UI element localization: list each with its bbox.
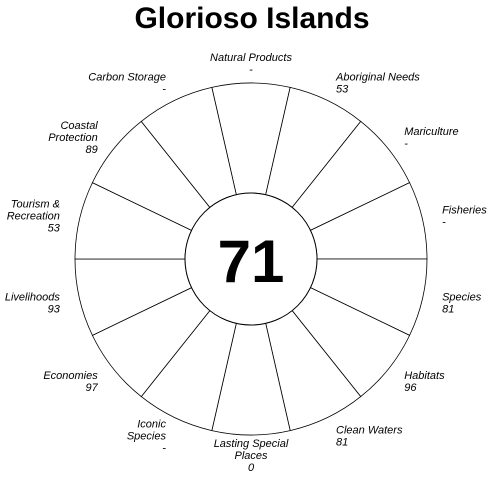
petal-value-natural-products: - [249,64,253,76]
petal-label-clean-waters: Clean Waters [336,425,403,437]
petal-value-economies: 97 [86,382,99,394]
petal-value-livelihoods: 93 [48,304,61,316]
petal-label-iconic-species: Iconic [137,419,166,431]
petal-label-fisheries: Fisheries [442,204,487,216]
petal-label-coastal-protection: Protection [48,132,98,144]
petal-label-lasting-special-places: Places [234,450,268,462]
petal-borders [74,82,428,436]
petal-value-lasting-special-places: 0 [248,462,255,474]
petal-label-aboriginal-needs: Aboriginal Needs [335,71,420,83]
petal-label-natural-products: Natural Products [210,52,292,64]
petal-value-tourism-and-recreation: 53 [48,222,61,234]
petal-label-tourism-and-recreation: Tourism & [11,198,60,210]
petal-value-habitats: 96 [404,382,417,394]
petal-value-iconic-species: - [162,443,166,455]
petal-labels: Natural Products-Aboriginal Needs53Maric… [5,52,487,474]
petal-label-mariculture: Mariculture [404,126,458,138]
petal-label-iconic-species: Species [127,431,167,443]
petal-value-fisheries: - [442,216,446,228]
petal-label-carbon-storage: Carbon Storage [88,71,166,83]
petal-label-lasting-special-places: Lasting Special [214,438,289,450]
center-circle [184,192,318,326]
petal-label-economies: Economies [43,370,98,382]
chart-title: Glorioso Islands [134,2,369,35]
petal-label-species: Species [442,292,482,304]
petal-label-coastal-protection: Coastal [60,120,98,132]
overall-score: 71 [218,228,285,295]
petal-label-livelihoods: Livelihoods [5,292,61,304]
petal-value-aboriginal-needs: 53 [336,83,349,95]
petal-value-clean-waters: 81 [336,437,348,449]
petal-label-habitats: Habitats [404,370,445,382]
petal-label-tourism-and-recreation: Recreation [7,210,60,222]
petal-value-coastal-protection: 89 [86,144,98,156]
petal-value-species: 81 [442,304,454,316]
petal-value-carbon-storage: - [162,83,166,95]
petal-value-mariculture: - [404,138,408,150]
